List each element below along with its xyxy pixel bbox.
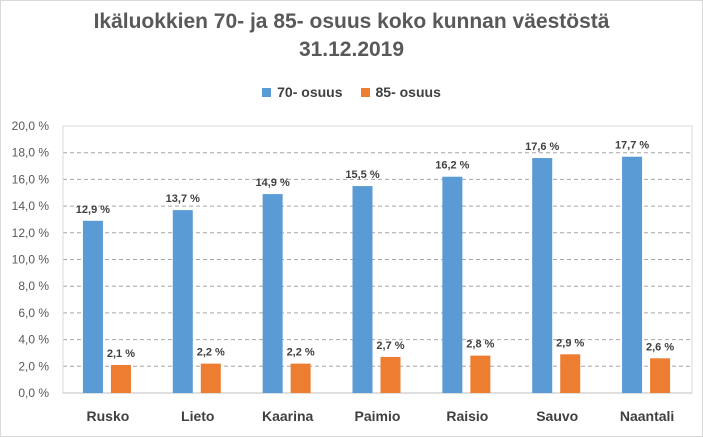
- x-tick-label: Paimio: [355, 408, 401, 424]
- legend: 70- osuus 85- osuus: [0, 84, 703, 100]
- data-label-70-sauvo: 17,6 %: [525, 141, 559, 153]
- y-tick-label: 6,0 %: [18, 306, 49, 320]
- chart-title: Ikäluokkien 70- ja 85- osuus koko kunnan…: [93, 10, 610, 33]
- legend-item-85: 85- osuus: [360, 84, 441, 100]
- y-tick-label: 12,0 %: [12, 226, 50, 240]
- data-label-85-naantali: 2,6 %: [646, 341, 674, 353]
- y-tick-label: 14,0 %: [12, 199, 50, 213]
- bar-85-rusko: [110, 364, 131, 393]
- bar-70-rusko: [82, 220, 103, 393]
- bar-85-sauvo: [560, 354, 581, 393]
- x-tick-label: Naantali: [620, 408, 674, 424]
- legend-item-70: 70- osuus: [262, 84, 343, 100]
- bar-70-raisio: [442, 176, 463, 393]
- bar-70-lieto: [172, 210, 193, 393]
- data-label-70-raisio: 16,2 %: [435, 160, 469, 172]
- data-label-85-kaarina: 2,2 %: [287, 347, 315, 359]
- bar-70-naantali: [622, 156, 643, 393]
- chart-subtitle-date: 31.12.2019: [298, 38, 405, 61]
- legend-label-85: 85- osuus: [375, 84, 441, 100]
- bar-70-sauvo: [532, 158, 553, 393]
- data-label-85-paimio: 2,7 %: [376, 340, 404, 352]
- x-tick-label: Rusko: [87, 408, 130, 424]
- data-label-85-raisio: 2,8 %: [466, 339, 494, 351]
- legend-label-70: 70- osuus: [277, 84, 343, 100]
- x-tick-label: Sauvo: [536, 408, 578, 424]
- y-tick-label: 18,0 %: [12, 146, 50, 160]
- data-label-70-kaarina: 14,9 %: [256, 177, 290, 189]
- bar-85-kaarina: [290, 363, 311, 393]
- data-label-70-rusko: 12,9 %: [76, 204, 110, 216]
- bar-85-paimio: [380, 356, 401, 393]
- y-tick-label: 2,0 %: [18, 359, 49, 373]
- y-tick-label: 10,0 %: [12, 253, 50, 267]
- data-label-70-paimio: 15,5 %: [345, 169, 379, 181]
- y-tick-label: 16,0 %: [12, 172, 50, 186]
- data-label-85-lieto: 2,2 %: [197, 347, 225, 359]
- x-tick-label: Lieto: [181, 408, 214, 424]
- bar-70-kaarina: [262, 194, 283, 393]
- y-tick-label: 0,0 %: [18, 386, 49, 400]
- bar-85-naantali: [650, 358, 671, 393]
- bar-85-raisio: [470, 355, 491, 393]
- x-tick-label: Kaarina: [262, 408, 314, 424]
- data-label-85-rusko: 2,1 %: [107, 348, 135, 360]
- y-tick-label: 20,0 %: [12, 119, 50, 133]
- bar-70-paimio: [352, 186, 373, 393]
- data-label-70-naantali: 17,7 %: [615, 140, 649, 152]
- y-tick-label: 4,0 %: [18, 333, 49, 347]
- legend-swatch-85: [360, 87, 370, 97]
- legend-swatch-70: [262, 87, 272, 97]
- x-tick-label: Raisio: [446, 408, 488, 424]
- bar-85-lieto: [200, 363, 221, 393]
- data-label-70-lieto: 13,7 %: [166, 193, 200, 205]
- data-label-85-sauvo: 2,9 %: [556, 337, 584, 349]
- y-tick-label: 8,0 %: [18, 279, 49, 293]
